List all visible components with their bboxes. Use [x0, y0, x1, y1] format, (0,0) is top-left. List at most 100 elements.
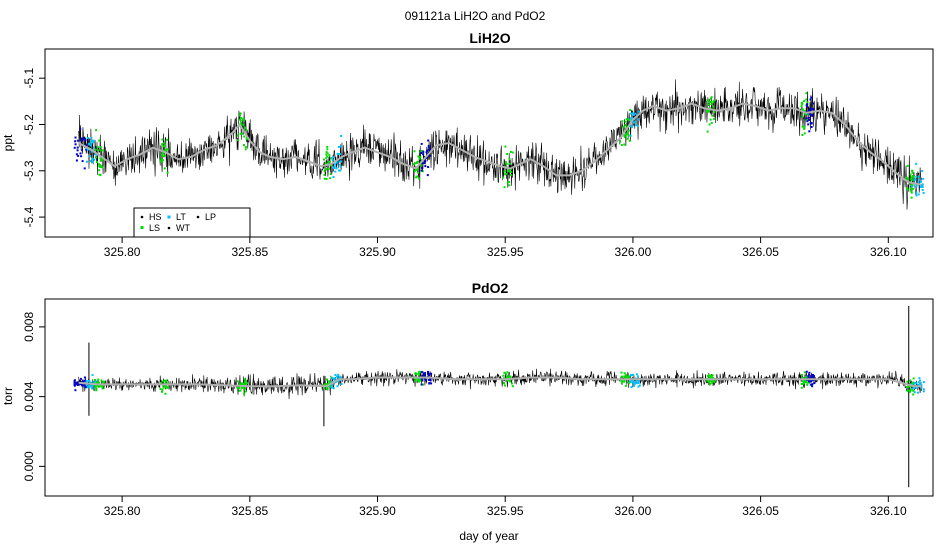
pdo2-marker-ls	[804, 380, 807, 383]
lih2o-marker-ls	[327, 161, 330, 164]
pdo2-marker-ls	[244, 387, 247, 390]
lih2o-marker-lp	[80, 139, 83, 142]
lih2o-marker-lt	[921, 170, 924, 173]
lih2o-marker-lp	[85, 148, 88, 151]
lih2o-marker-lt	[90, 144, 92, 147]
pdo2-marker-lp	[81, 384, 84, 387]
pdo2-y-tick-label: 0.004	[22, 381, 36, 411]
lih2o-marker-ls	[414, 169, 417, 171]
lih2o-raw-trace	[78, 79, 922, 210]
lih2o-marker-lt	[93, 146, 95, 149]
pdo2-marker-lp	[429, 379, 432, 382]
lih2o-marker-lp	[427, 144, 430, 147]
lih2o-marker-lt	[915, 162, 918, 165]
pdo2-marker-ls	[163, 384, 166, 387]
pdo2-marker-ls	[418, 373, 420, 376]
lih2o-marker-ls	[325, 156, 328, 159]
lih2o-marker-ls	[242, 123, 245, 126]
pdo2-marker-ls	[910, 387, 913, 390]
lih2o-marker-lp	[79, 152, 82, 155]
lih2o-marker-ls	[95, 129, 98, 132]
lih2o-marker-ls	[98, 169, 101, 172]
pdo2-marker-ls	[159, 387, 162, 390]
lih2o-marker-ls	[98, 165, 101, 168]
lih2o-marker-ls	[510, 171, 513, 173]
legend-box	[133, 207, 251, 238]
lih2o-marker-ls	[166, 171, 169, 174]
pdo2-marker-lt	[636, 375, 639, 378]
pdo2-marker-ls	[244, 381, 247, 384]
lih2o-marker-ls	[419, 156, 422, 159]
lih2o-marker-ls	[161, 143, 164, 146]
pdo2-marker-lt	[917, 381, 920, 384]
lih2o-marker-ls	[244, 146, 247, 149]
pdo2-marker-lt	[331, 376, 334, 379]
lih2o-marker-ls	[417, 167, 419, 170]
pdo2-marker-ls	[503, 382, 505, 385]
pdo2-marker-lp	[420, 383, 423, 386]
lih2o-marker-ls	[803, 127, 806, 130]
pdo2-panel: PdO2 325.80 325.85 325.90 325.95 326.00 326.0…	[1, 280, 934, 518]
pdo2-marker-lp	[427, 370, 429, 373]
pdo2-marker-ls	[325, 383, 327, 386]
lih2o-marker-ls	[623, 134, 626, 137]
lih2o-marker-lp	[81, 160, 84, 163]
pdo2-marker-ls	[102, 381, 105, 384]
pdo2-marker-lp	[74, 382, 77, 385]
lih2o-marker-lp	[423, 160, 426, 163]
lih2o-marker-ls	[803, 125, 805, 128]
lih2o-marker-lt	[338, 163, 341, 166]
lih2o-marker-ls	[510, 174, 513, 177]
lih2o-marker-ls	[417, 155, 420, 158]
pdo2-marker-lt	[922, 381, 925, 384]
lih2o-marker-ls	[161, 161, 164, 164]
lih2o-marker-ls	[629, 109, 632, 111]
lih2o-marker-ls	[624, 120, 627, 123]
pdo2-marker-ls	[906, 380, 909, 383]
lih2o-marker-ls	[628, 119, 631, 122]
lih2o-marker-ls	[325, 151, 328, 154]
lih2o-x-tick-label: 326.00	[615, 245, 652, 259]
lih2o-marker-lp	[80, 155, 83, 158]
lih2o-marker-ls	[710, 96, 713, 99]
pdo2-marker-ls	[912, 382, 915, 385]
pdo2-marker-ls	[163, 379, 166, 382]
lih2o-marker-lp	[76, 139, 79, 142]
pdo2-marker-lt	[94, 380, 97, 383]
lih2o-marker-ls	[412, 163, 415, 166]
lih2o-marker-lt	[915, 175, 918, 178]
lih2o-marker-ls	[801, 108, 804, 111]
lih2o-marker-ls	[421, 150, 423, 153]
lih2o-marker-ls	[906, 188, 909, 191]
pdo2-marker-lt	[918, 377, 921, 380]
lih2o-marker-ls	[713, 99, 716, 102]
pdo2-x-tick-label: 325.80	[104, 504, 141, 518]
lih2o-marker-ls	[712, 101, 715, 104]
pdo2-marker-ls	[236, 387, 239, 389]
lih2o-marker-ls	[910, 188, 913, 191]
lih2o-marker-lt	[917, 181, 920, 184]
pdo2-marker-ls	[101, 387, 104, 390]
legend-marker-hs	[140, 215, 144, 219]
pdo2-marker-ls	[624, 376, 627, 379]
lih2o-marker-ls	[418, 157, 421, 160]
lih2o-marker-lt	[332, 176, 335, 178]
lih2o-marker-lt	[94, 152, 97, 155]
lih2o-marker-ls	[94, 148, 97, 151]
lih2o-marker-lt	[91, 157, 94, 160]
lih2o-marker-ls	[417, 171, 420, 174]
pdo2-y-tick-label: 0.008	[22, 312, 36, 342]
lih2o-marker-lt	[338, 169, 340, 172]
lih2o-marker-ls	[906, 164, 909, 167]
lih2o-marker-ls	[511, 151, 514, 154]
lih2o-marker-lt	[92, 141, 95, 144]
lih2o-marker-ls	[95, 156, 98, 159]
lih2o-x-tick-label: 325.80	[104, 245, 141, 259]
pdo2-marker-ls	[93, 382, 95, 385]
pdo2-marker-ls	[510, 382, 513, 385]
pdo2-marker-ls	[805, 376, 808, 378]
pdo2-marker-lp	[808, 373, 811, 376]
pdo2-marker-ls	[240, 387, 243, 389]
lih2o-marker-lt	[333, 165, 336, 168]
pdo2-marker-ls	[504, 384, 506, 387]
